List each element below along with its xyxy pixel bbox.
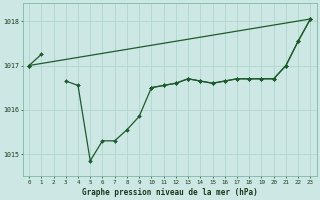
X-axis label: Graphe pression niveau de la mer (hPa): Graphe pression niveau de la mer (hPa) xyxy=(82,188,258,197)
